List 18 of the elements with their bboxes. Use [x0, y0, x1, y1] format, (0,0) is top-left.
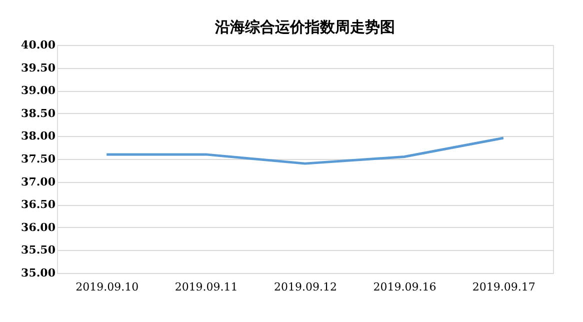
y-tick-label: 36.00: [21, 220, 56, 234]
y-tick-label: 38.50: [21, 106, 56, 120]
y-tick-label: 35.50: [21, 244, 56, 257]
x-tick-label: 2019.09.12: [274, 280, 337, 294]
chart-title: 沿海综合运价指数周走势图: [214, 18, 395, 36]
x-tick-label: 2019.09.17: [472, 280, 536, 294]
x-tick-label: 2019.09.11: [174, 280, 238, 294]
y-tick-label: 40.00: [21, 38, 56, 52]
x-tick-label: 2019.09.16: [373, 280, 436, 294]
y-tick-label: 35.00: [21, 266, 56, 280]
y-tick-label: 39.50: [21, 61, 56, 74]
y-tick-label: 36.50: [21, 198, 56, 212]
y-tick-label: 37.00: [21, 175, 56, 188]
y-tick-label: 38.00: [21, 130, 56, 143]
y-tick-label: 39.00: [21, 84, 56, 98]
y-tick-label: 37.50: [21, 152, 56, 166]
x-tick-label: 2019.09.10: [76, 280, 139, 294]
line-series: [105, 136, 505, 165]
